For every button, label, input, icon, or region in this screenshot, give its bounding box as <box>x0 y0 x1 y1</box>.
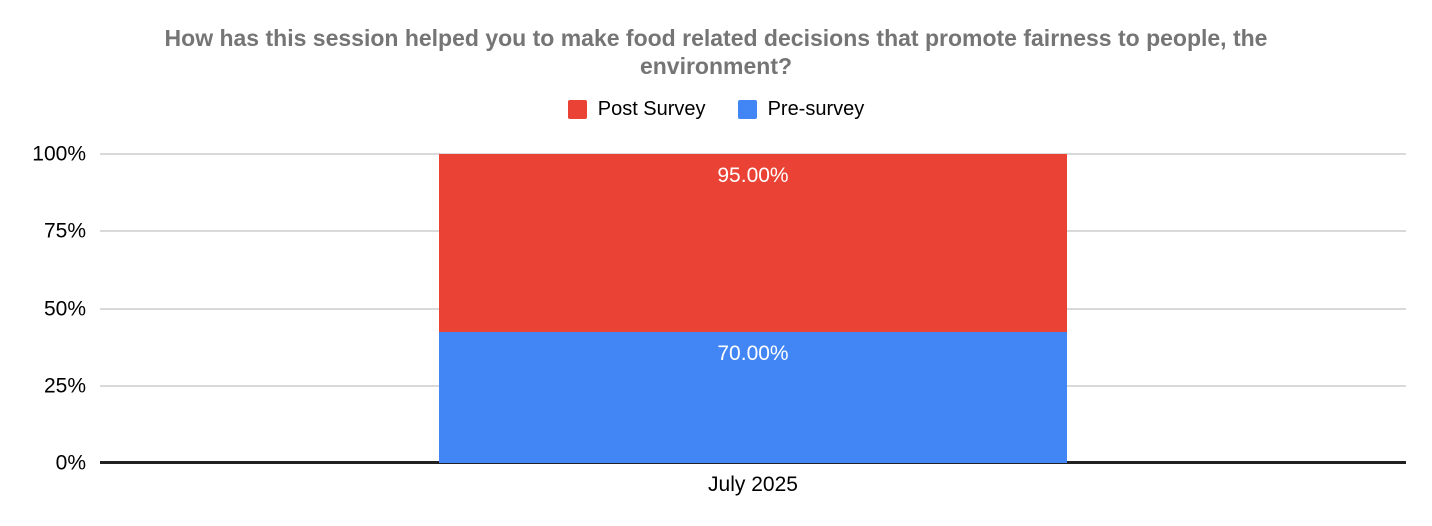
bar-segment-pre-survey: 70.00% <box>439 331 1067 463</box>
x-axis-tick-label: July 2025 <box>708 473 798 496</box>
chart-title-line-2: environment? <box>639 53 793 79</box>
legend-item: Post Survey <box>567 98 706 120</box>
y-axis-labels: 100% 75% 50% 25% 0% <box>0 144 86 474</box>
y-tick-label: 0% <box>55 451 86 475</box>
stacked-bar: 95.00% 70.00% <box>439 154 1067 463</box>
chart-title-line-1: How has this session helped you to make … <box>164 25 1268 51</box>
bar-data-label: 70.00% <box>717 341 789 365</box>
legend: Post Survey Pre-survey <box>0 99 1432 119</box>
legend-label: Pre-survey <box>767 98 865 120</box>
legend-swatch-icon <box>737 99 757 119</box>
y-tick-label: 50% <box>43 297 86 320</box>
plot-area: 95.00% 70.00% <box>100 153 1406 464</box>
y-tick-label: 25% <box>43 374 86 398</box>
y-tick-label: 100% <box>32 142 86 166</box>
y-tick-label: 75% <box>43 219 86 243</box>
legend-swatch-icon <box>567 99 587 119</box>
legend-label: Post Survey <box>597 98 706 120</box>
chart-title: How has this session helped you to make … <box>0 24 1432 80</box>
legend-item: Pre-survey <box>737 98 865 120</box>
bar-data-label: 95.00% <box>717 164 789 187</box>
bar-segment-post-survey: 95.00% <box>439 154 1067 332</box>
